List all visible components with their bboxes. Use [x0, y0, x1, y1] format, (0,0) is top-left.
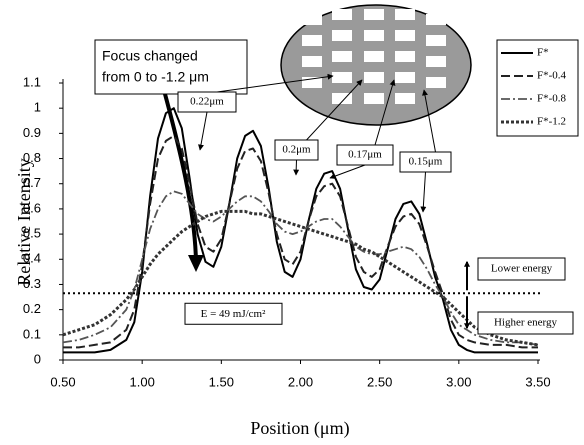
feature-rect: [395, 9, 415, 20]
feature-label-box: [274, 139, 319, 161]
y-tick-label: 0.1: [23, 326, 41, 341]
feature-rect: [332, 72, 352, 83]
x-tick-label: 2.50: [367, 374, 392, 389]
y-axis-label: Relative Intensity: [14, 158, 34, 285]
y-tick-label: 0.4: [23, 251, 41, 266]
y-tick-label: 0: [34, 351, 41, 366]
legend-label: F*-1.2: [537, 116, 566, 128]
feature-label: 0.17μm: [348, 149, 382, 161]
focus-note-box: [94, 39, 248, 95]
feature-arrow: [329, 164, 366, 179]
y-tick-label: 1: [34, 100, 41, 115]
feature-label-box: [177, 91, 237, 113]
feature-rect: [332, 51, 352, 62]
feature-rect: [426, 56, 446, 67]
feature-arrow: [422, 89, 436, 153]
feature-rect: [302, 56, 322, 67]
legend-label: F*: [537, 47, 549, 59]
feature-rect: [364, 93, 384, 104]
focus-arrowhead: [188, 255, 204, 272]
y-tick-label: 0.3: [23, 276, 41, 291]
y-tick-label: 0.6: [23, 200, 41, 215]
reference-label: E = 49 mJ/cm²: [201, 308, 267, 320]
feature-arrow: [306, 79, 363, 141]
x-tick-label: 1.00: [130, 374, 155, 389]
feature-rect: [364, 51, 384, 62]
y-tick-label: 0.7: [23, 175, 41, 190]
inset-diagram: [280, 4, 472, 126]
feature-rect: [395, 72, 415, 83]
feature-rect: [332, 93, 352, 104]
feature-rect: [332, 30, 352, 41]
y-tick-label: 0.9: [23, 125, 41, 140]
feature-rect: [364, 72, 384, 83]
feature-rect: [364, 9, 384, 20]
feature-rect: [302, 77, 322, 88]
feature-arrow: [216, 73, 334, 93]
x-axis-label: Position (μm): [250, 418, 349, 439]
feature-label: 0.15μm: [409, 156, 443, 168]
feature-arrow: [374, 79, 396, 146]
x-tick-label: 2.00: [288, 374, 313, 389]
x-tick-label: 1.50: [209, 374, 234, 389]
x-tick-label: 3.00: [446, 374, 471, 389]
feature-rect: [395, 51, 415, 62]
feature-rect: [364, 30, 384, 41]
feature-rect: [395, 30, 415, 41]
feature-arrow: [293, 159, 300, 176]
y-tick-label: 0.5: [23, 226, 41, 241]
reference-label-box: [184, 302, 283, 325]
feature-label: 0.22μm: [190, 96, 224, 108]
legend-label: F*-0.8: [537, 93, 567, 105]
x-tick-label: 3.50: [525, 374, 550, 389]
energy-label-box: [477, 311, 574, 335]
legend-box: [496, 39, 579, 137]
feature-rect: [302, 14, 322, 25]
feature-rect: [332, 9, 352, 20]
energy-label: Lower energy: [491, 263, 553, 275]
feature-arrow: [198, 111, 208, 151]
series-line: [62, 190, 539, 346]
series-line: [62, 209, 539, 347]
series-line: [63, 134, 538, 349]
energy-label: Higher energy: [494, 317, 558, 329]
focus-note: Focus changed: [102, 48, 198, 64]
energy-label-box: [477, 257, 566, 281]
feature-label-box: [399, 151, 452, 173]
feature-arrow: [420, 171, 427, 213]
x-tick-label: 0.50: [50, 374, 75, 389]
legend-label: F*-0.4: [537, 70, 567, 82]
feature-label: 0.2μm: [282, 144, 311, 156]
focus-arrow: [163, 93, 198, 263]
y-tick-label: 0.2: [23, 301, 41, 316]
feature-label-box: [336, 144, 394, 166]
y-tick-label: 0.8: [23, 150, 41, 165]
focus-note: from 0 to -1.2 μm: [102, 69, 209, 85]
series-line: [63, 107, 538, 354]
feature-rect: [302, 35, 322, 46]
feature-rect: [426, 77, 446, 88]
y-tick-label: 1.1: [23, 74, 41, 89]
feature-rect: [426, 35, 446, 46]
feature-rect: [426, 14, 446, 25]
feature-rect: [395, 93, 415, 104]
